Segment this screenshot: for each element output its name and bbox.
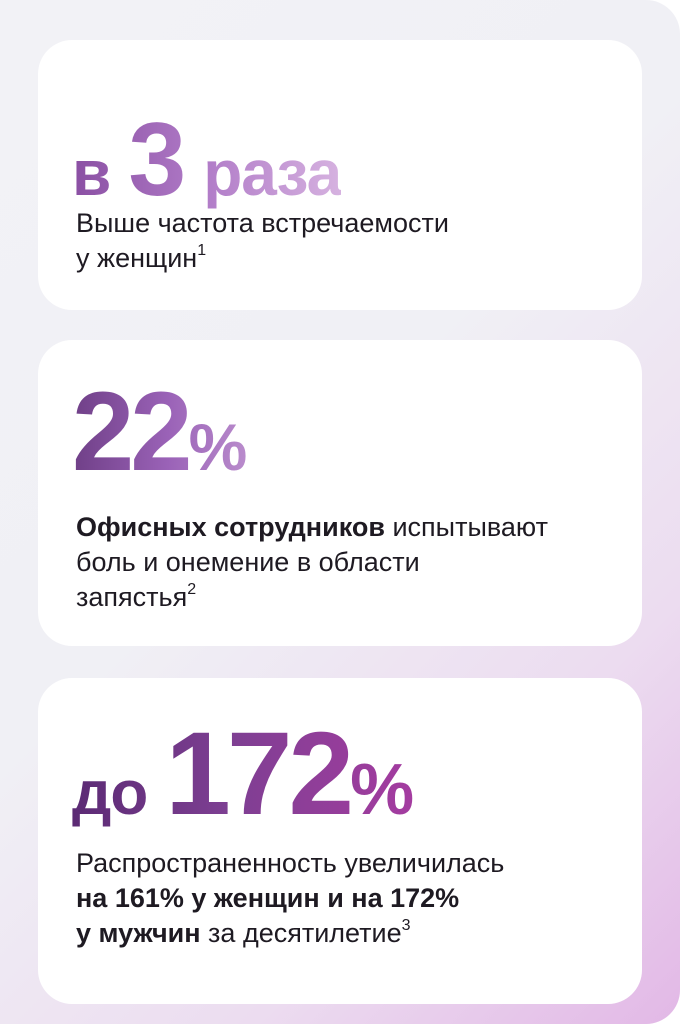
stat-description: Выше частота встречаемости у женщин1 <box>76 206 616 276</box>
desc-bold: Офисных сотрудников <box>76 512 385 542</box>
stat-number: 3 <box>128 102 186 218</box>
desc-line-1: Распространенность увеличилась <box>76 848 505 878</box>
desc-line-3: запястья <box>76 582 188 612</box>
desc-line-2: боль и онемение в области <box>76 547 420 577</box>
stat-prefix: в <box>72 137 111 209</box>
stat-number: 22 <box>72 369 189 494</box>
desc-line-1-rest: испытывают <box>384 512 548 542</box>
desc-line-1: Выше частота встречаемости <box>76 208 449 238</box>
desc-bold-line-3: у мужчин <box>76 918 201 948</box>
desc-line-2: у женщин <box>76 243 198 273</box>
stat-card-women-frequency: в 3 раза Выше частота встречаемости у женщ… <box>38 40 642 310</box>
stat-card-prevalence: до 172% Распространенность увеличилась на… <box>38 678 642 1004</box>
footnote-marker: 2 <box>187 581 197 598</box>
stat-description: Офисных сотрудников испытывают боль и он… <box>76 510 616 615</box>
stat-headline: до 172% <box>72 700 413 868</box>
stat-suffix: % <box>188 410 247 484</box>
stat-card-office-workers: 22% Офисных сотрудников испытывают боль … <box>38 340 642 646</box>
footnote-marker: 1 <box>197 242 207 259</box>
stat-suffix: % <box>350 750 414 830</box>
desc-bold-line-2: на 161% у женщин и на 172% <box>76 883 460 913</box>
stat-headline: 22% <box>72 362 246 517</box>
stat-description: Распространенность увеличилась на 161% у… <box>76 846 616 951</box>
stat-suffix: раза <box>203 137 342 209</box>
desc-line-3-rest: за десятилетие <box>200 918 402 948</box>
stat-prefix: до <box>72 759 148 828</box>
stat-number: 172 <box>165 708 351 840</box>
footnote-marker: 3 <box>401 917 411 934</box>
